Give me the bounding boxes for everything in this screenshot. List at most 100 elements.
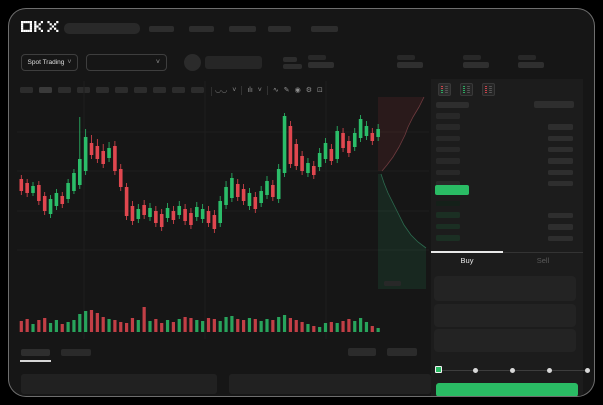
price-field[interactable] — [434, 276, 576, 301]
tab-buy[interactable]: Buy — [460, 256, 474, 265]
candle — [118, 169, 123, 187]
candle — [60, 196, 65, 204]
volume-bar — [318, 327, 322, 332]
app-window: Spot Trading ˅ ˅ ◡◡ ˅ ılı ˅ ∿ ✎ ◉ ⚙ ⊡ Buy Sell — [8, 8, 595, 397]
volume-bar — [72, 320, 76, 332]
timeframe-button[interactable] — [172, 87, 185, 93]
timeframe-button[interactable] — [191, 87, 204, 93]
bid-price-bar — [436, 200, 460, 206]
chevron-down-icon[interactable]: ˅ — [232, 86, 237, 94]
book-bids-icon[interactable] — [460, 83, 473, 96]
volume-bar — [271, 320, 275, 332]
stat-value-placeholder — [463, 62, 489, 68]
volume-bar — [48, 323, 53, 332]
candle — [370, 133, 375, 141]
candle — [347, 141, 351, 153]
candlestick-chart[interactable] — [9, 9, 595, 397]
candle — [212, 215, 217, 229]
nav-item[interactable] — [149, 26, 174, 32]
candle — [189, 213, 193, 225]
timeframe-button[interactable] — [134, 87, 147, 93]
settings-gear-icon[interactable]: ⚙ — [305, 87, 312, 94]
timeframe-button[interactable] — [96, 87, 109, 93]
volume-bar — [341, 321, 345, 332]
market-stat — [518, 55, 544, 68]
pair-selector-dropdown[interactable]: ˅ — [86, 54, 167, 71]
volume-bar — [370, 326, 374, 332]
ask-price-bar — [436, 158, 460, 164]
bottom-tab-open-orders[interactable] — [21, 349, 50, 356]
volume-bar — [253, 319, 257, 332]
book-combined-icon[interactable] — [438, 83, 451, 96]
candle — [124, 187, 129, 216]
slider-step-dot[interactable] — [472, 368, 478, 373]
volume-bar — [84, 311, 88, 332]
bid-price-bar — [436, 223, 460, 229]
candle — [25, 183, 29, 193]
candle-style-icon[interactable]: ◡◡ — [215, 87, 228, 94]
volume-bar — [323, 323, 328, 332]
volume-bar — [265, 319, 269, 332]
volume-bar — [125, 323, 129, 332]
candle — [54, 193, 59, 206]
nav-item[interactable] — [189, 26, 214, 32]
timeframe-button[interactable] — [58, 87, 71, 93]
candle — [154, 211, 158, 223]
tab-sell[interactable]: Sell — [536, 256, 550, 265]
stat-label-placeholder — [308, 55, 326, 60]
chevron-down-icon: ˅ — [67, 59, 72, 66]
book-asks-icon[interactable] — [482, 83, 495, 96]
volume-bar — [136, 320, 140, 332]
bid-price-bar — [436, 235, 460, 241]
fullscreen-icon[interactable]: ⊡ — [317, 87, 323, 94]
bottom-tab-history[interactable] — [61, 349, 91, 356]
timeframe-button[interactable] — [115, 87, 128, 93]
orderbook-amount-header — [534, 101, 574, 108]
indicators-icon[interactable]: ılı — [247, 86, 253, 94]
market-type-dropdown[interactable]: Spot Trading ˅ — [21, 54, 78, 71]
candle — [235, 184, 240, 197]
bottom-action-button[interactable] — [387, 348, 417, 356]
buy-submit-button[interactable] — [436, 383, 578, 396]
volume-bar — [230, 316, 234, 332]
candle — [113, 146, 117, 171]
snapshot-icon[interactable]: ◉ — [294, 87, 301, 94]
volume-bar — [359, 318, 363, 332]
slider-handle[interactable] — [435, 366, 442, 373]
okx-logo[interactable] — [21, 21, 59, 33]
volume-bar — [312, 326, 316, 332]
nav-item[interactable] — [229, 26, 256, 32]
timeframe-button[interactable] — [39, 87, 52, 93]
search-input[interactable] — [64, 23, 140, 34]
volume-bar — [142, 307, 146, 332]
line-tool-icon[interactable]: ∿ — [272, 87, 279, 94]
nav-item[interactable] — [311, 26, 338, 32]
market-stat — [308, 55, 334, 68]
timeframe-button[interactable] — [20, 87, 33, 93]
stat-value-placeholder — [308, 62, 334, 68]
ask-amount-bar — [548, 180, 573, 187]
ask-price-bar — [436, 124, 460, 130]
timeframe-button[interactable] — [153, 87, 166, 93]
volume-bar — [130, 318, 135, 332]
candle — [259, 191, 263, 203]
volume-bar — [43, 318, 47, 332]
stat-label-placeholder — [518, 55, 536, 60]
volume-bar — [37, 320, 41, 332]
volume-bar — [212, 319, 216, 332]
chevron-down-icon[interactable]: ˅ — [257, 86, 262, 94]
slider-step-dot[interactable] — [547, 368, 553, 373]
nav-item[interactable] — [268, 26, 291, 32]
slider-step-dot[interactable] — [510, 368, 515, 373]
draw-tool-icon[interactable]: ✎ — [283, 87, 290, 94]
bottom-action-button[interactable] — [348, 348, 376, 356]
total-field[interactable] — [434, 329, 576, 352]
amount-field[interactable] — [434, 304, 576, 327]
chevron-down-icon: ˅ — [155, 59, 160, 66]
volume-bar — [195, 320, 199, 332]
last-price-highlight[interactable] — [435, 185, 469, 195]
bid-amount-bar — [548, 212, 573, 218]
slider-step-dot[interactable] — [584, 368, 590, 373]
candle — [136, 209, 141, 219]
volume-bar — [66, 322, 70, 332]
